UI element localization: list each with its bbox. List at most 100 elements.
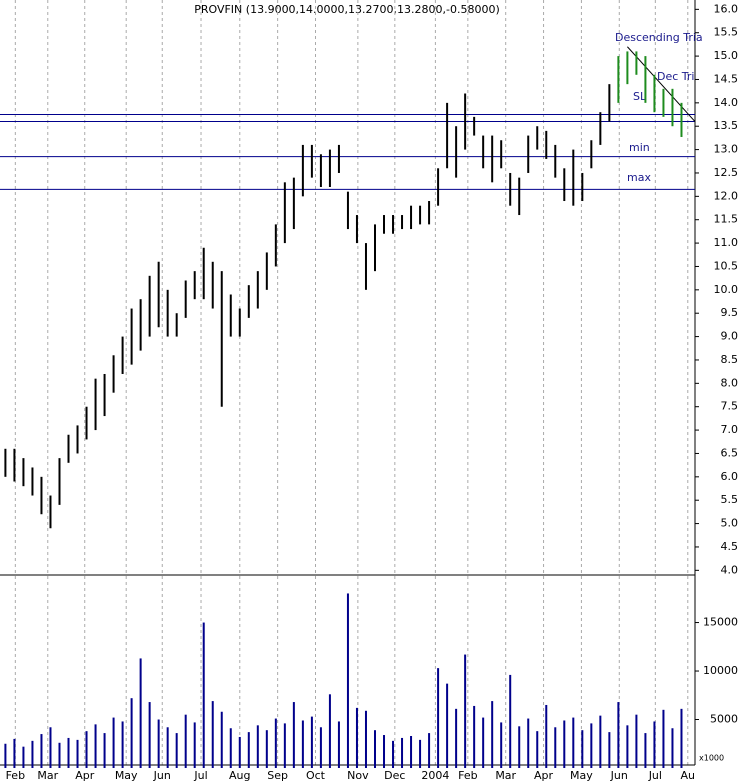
- volume-bar: [337, 721, 340, 768]
- y-tick-label: 12.0: [714, 189, 739, 202]
- y-tick-label: 8.0: [721, 376, 739, 389]
- volume-bar: [229, 728, 232, 768]
- y-tick-label: 5000: [710, 713, 738, 726]
- x-tick-label: Feb: [6, 769, 25, 782]
- y-tick-label: 10000: [703, 664, 738, 677]
- volume-bar: [428, 733, 431, 768]
- volume-bar: [392, 740, 395, 768]
- y-tick-label: 14.0: [714, 96, 739, 109]
- volume-bar: [319, 727, 322, 768]
- x-tick-label: Nov: [347, 769, 369, 782]
- volume-bar: [139, 658, 142, 768]
- volume-bar: [563, 720, 566, 768]
- y-tick-label: 5.5: [721, 493, 739, 506]
- volume-bar: [202, 622, 205, 768]
- volume-bar: [355, 707, 358, 768]
- annotation: max: [627, 171, 651, 184]
- y-tick-label: 6.5: [721, 446, 739, 459]
- volume-bar: [608, 732, 611, 768]
- volume-bar: [536, 731, 539, 768]
- volume-bar: [85, 731, 88, 768]
- y-tick-label: 13.0: [714, 143, 739, 156]
- y-tick-label: 15.0: [714, 49, 739, 62]
- x-tick-label: Dec: [384, 769, 405, 782]
- y-tick-label: 4.0: [721, 563, 739, 576]
- volume-bar: [22, 746, 25, 768]
- y-tick-label: 7.5: [721, 400, 739, 413]
- volume-bar: [626, 725, 629, 768]
- volume-bar: [184, 714, 187, 768]
- volume-bar: [175, 733, 178, 768]
- volume-bar: [193, 722, 196, 768]
- x-tick-label: Sep: [267, 769, 288, 782]
- volume-bar: [274, 718, 277, 768]
- x-tick-label: Oct: [306, 769, 326, 782]
- volume-bar: [401, 737, 404, 768]
- x-tick-label: May: [115, 769, 138, 782]
- y-tick-label: 9.5: [721, 306, 739, 319]
- volume-bar: [121, 721, 124, 768]
- x-tick-label: Au: [681, 769, 696, 782]
- volume-bar: [635, 714, 638, 768]
- y-tick-label: 16.0: [714, 2, 739, 15]
- volume-bar: [455, 708, 458, 768]
- volume-bar: [572, 717, 575, 768]
- volume-bar: [247, 732, 250, 768]
- volume-bar: [157, 719, 160, 768]
- volume-bar: [671, 728, 674, 768]
- y-tick-label: 10.0: [714, 283, 739, 296]
- x-tick-label: Aug: [229, 769, 250, 782]
- volume-bar: [148, 702, 151, 768]
- volume-bar: [94, 724, 97, 768]
- volume-bar: [220, 711, 223, 768]
- x-tick-label: Feb: [458, 769, 477, 782]
- y-tick-label: 15.5: [714, 26, 739, 39]
- y-tick-label: 5.0: [721, 517, 739, 530]
- volume-bar: [31, 740, 34, 768]
- volume-bar: [383, 735, 386, 768]
- volume-bar: [545, 704, 548, 768]
- volume-bar: [500, 722, 503, 768]
- y-tick-label: 8.5: [721, 353, 739, 366]
- x-tick-label: 2004: [421, 769, 449, 782]
- x-tick-label: Mar: [495, 769, 516, 782]
- volume-bar: [4, 743, 7, 768]
- volume-bar: [67, 737, 70, 768]
- y-tick-label: 7.0: [721, 423, 739, 436]
- volume-bar: [301, 720, 304, 768]
- annotation: Dec Tri: [657, 70, 694, 83]
- y-tick-label: 14.5: [714, 72, 739, 85]
- volume-bar: [292, 702, 295, 768]
- volume-bar: [49, 727, 52, 768]
- volume-bar: [13, 738, 16, 768]
- volume-bar: [644, 733, 647, 768]
- volume-bar: [373, 730, 376, 768]
- x-tick-label: Mar: [37, 769, 58, 782]
- volume-bar: [346, 593, 349, 768]
- x-tick-label: Jun: [610, 769, 628, 782]
- volume-bar: [76, 739, 79, 768]
- volume-bar: [482, 717, 485, 768]
- volume-bar: [554, 727, 557, 768]
- volume-bar: [283, 723, 286, 768]
- y-tick-label: 10.5: [714, 259, 739, 272]
- volume-bar: [265, 730, 268, 768]
- x-tick-label: Apr: [534, 769, 554, 782]
- volume-bar: [581, 730, 584, 768]
- volume-bar: [653, 721, 656, 768]
- volume-bar: [58, 742, 61, 768]
- annotation: min: [629, 141, 650, 154]
- volume-bar: [40, 734, 43, 768]
- x-tick-label: Jun: [153, 769, 171, 782]
- volume-bar: [103, 733, 106, 768]
- volume-bar: [662, 709, 665, 768]
- volume-bar: [590, 723, 593, 768]
- y-tick-label: 11.5: [714, 213, 739, 226]
- volume-bar: [599, 715, 602, 768]
- volume-bar: [509, 674, 512, 768]
- volume-bar: [166, 727, 169, 768]
- annotation: Descending Tria: [615, 31, 703, 44]
- volume-bar: [437, 668, 440, 768]
